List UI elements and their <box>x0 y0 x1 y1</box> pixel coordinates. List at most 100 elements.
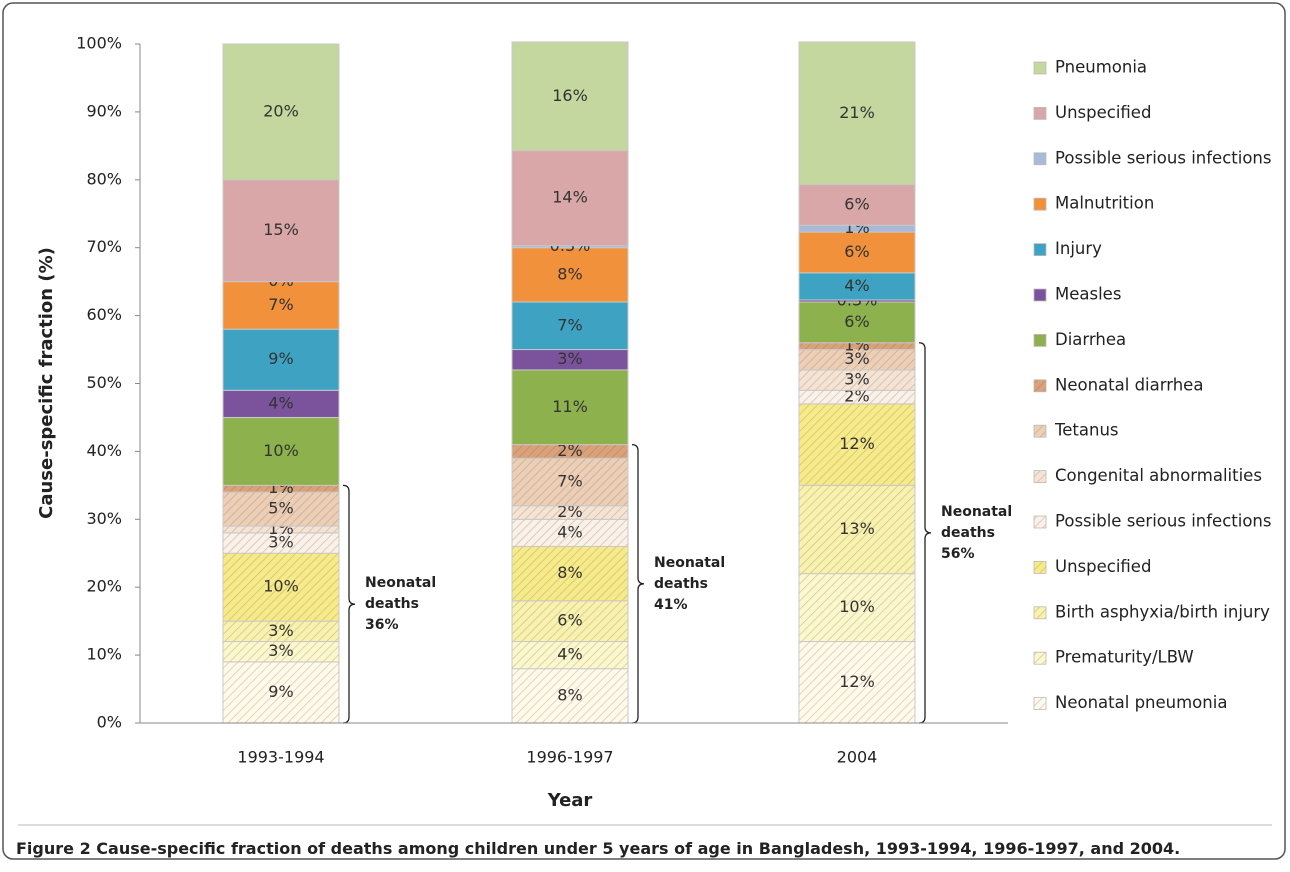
bracket <box>342 484 356 724</box>
bar-segment <box>222 389 340 418</box>
segment-label: 2% <box>557 441 582 460</box>
bar-segment <box>222 552 340 622</box>
annotation: Neonatal <box>654 555 725 571</box>
y-tick-label: 90% <box>86 101 122 120</box>
segment-label: 9% <box>268 682 293 701</box>
bar-segment <box>222 281 340 330</box>
segment-label: 8% <box>557 264 582 283</box>
segment-label: 5% <box>268 499 293 518</box>
segment-label: 2% <box>844 387 869 406</box>
legend-swatch <box>1033 561 1047 574</box>
y-axis-title: Cause-specific fraction (%) <box>36 247 57 519</box>
legend-label: Birth asphyxia/birth injury <box>1055 602 1270 621</box>
bar-segment <box>222 491 340 527</box>
caption: Figure 2 Cause-specific fraction of deat… <box>16 839 1180 858</box>
legend-label: Diarrhea <box>1055 330 1126 349</box>
legend-label: Congenital abnormalities <box>1055 466 1262 485</box>
bar-segment <box>798 272 916 301</box>
annotation: 56% <box>941 546 975 562</box>
legend-swatch <box>1033 606 1047 620</box>
bar-segment <box>222 416 340 486</box>
segment-label: 12% <box>839 672 875 691</box>
annotation: Neonatal <box>365 575 436 591</box>
bar-segment <box>798 301 916 344</box>
legend-swatch <box>1033 333 1047 347</box>
y-tick-label: 100% <box>76 34 122 53</box>
legend-swatch <box>1033 424 1047 438</box>
segment-label: 4% <box>844 276 869 295</box>
bar-segment <box>511 301 629 351</box>
legend-label: Possible serious infections <box>1055 148 1271 167</box>
segment-label: 3% <box>844 370 869 389</box>
bar-segment <box>511 600 629 643</box>
bar-segment <box>222 43 340 181</box>
bar-segment <box>798 403 916 486</box>
segment-label: 14% <box>552 188 588 207</box>
segment-label: 15% <box>263 220 299 239</box>
annotation: 41% <box>654 597 688 613</box>
segment-label: 4% <box>268 393 293 412</box>
bar-segment <box>798 231 916 274</box>
annotation: Neonatal <box>941 504 1012 520</box>
segment-label: 6% <box>557 611 582 630</box>
caption-label: Figure 2 <box>16 839 91 858</box>
legend-swatch <box>1033 152 1047 166</box>
y-tick-label: 10% <box>86 645 122 664</box>
segment-label: 9% <box>268 349 293 368</box>
y-tick-label: 0% <box>97 713 122 732</box>
segment-label: 16% <box>552 86 588 105</box>
legend-label: Injury <box>1055 239 1102 258</box>
segment-label: 8% <box>557 685 582 704</box>
x-axis-title: Year <box>547 790 593 811</box>
legend-label: Neonatal diarrhea <box>1055 375 1203 394</box>
legend-swatch <box>1033 107 1047 120</box>
annotation: deaths <box>941 525 995 541</box>
bar-segment <box>798 184 916 226</box>
segment-label: 3% <box>268 533 293 552</box>
segment-label: 8% <box>557 563 582 582</box>
bar-segment <box>798 484 916 575</box>
legend-swatch <box>1033 61 1047 75</box>
bar-segment <box>511 369 629 446</box>
legend-label: Measles <box>1055 285 1121 304</box>
segment-label: 3% <box>844 349 869 368</box>
legend-label: Unspecified <box>1055 557 1151 576</box>
segment-label: 6% <box>844 312 869 331</box>
segment-label: 7% <box>268 295 293 314</box>
segment-label: 3% <box>557 349 582 368</box>
x-tick-label: 2004 <box>837 748 878 767</box>
segment-label: 10% <box>263 441 299 460</box>
bar-segment <box>511 457 629 507</box>
legend-swatch <box>1033 515 1047 529</box>
bar-segment <box>798 573 916 643</box>
bar-segment <box>511 545 629 602</box>
bar-segment <box>222 328 340 391</box>
bar-segment <box>511 247 629 303</box>
segment-label: 3% <box>268 621 293 640</box>
x-tick-label: 1996-1997 <box>526 748 613 767</box>
y-tick-label: 50% <box>86 373 122 392</box>
caption-text: Cause-specific fraction of deaths among … <box>96 839 1180 858</box>
legend-swatch <box>1033 197 1047 211</box>
segment-label: 20% <box>263 101 299 120</box>
y-tick-label: 80% <box>86 169 122 188</box>
annotation: deaths <box>654 576 708 592</box>
y-tick-label: 30% <box>86 509 122 528</box>
legend-swatch <box>1033 288 1047 302</box>
segment-label: 10% <box>839 597 875 616</box>
segment-label: 6% <box>844 242 869 261</box>
x-tick-label: 1993-1994 <box>237 748 324 767</box>
segment-label: 6% <box>844 194 869 213</box>
legend-label: Unspecified <box>1055 103 1151 122</box>
segment-label: 4% <box>557 522 582 541</box>
bar-segment <box>798 41 916 186</box>
segment-label: 12% <box>839 434 875 453</box>
annotation: 36% <box>365 617 399 633</box>
segment-label: 3% <box>268 641 293 660</box>
y-tick-label: 40% <box>86 441 122 460</box>
legend-label: Pneumonia <box>1055 58 1147 77</box>
legend-label: Neonatal pneumonia <box>1055 693 1227 712</box>
legend-swatch <box>1033 651 1047 665</box>
